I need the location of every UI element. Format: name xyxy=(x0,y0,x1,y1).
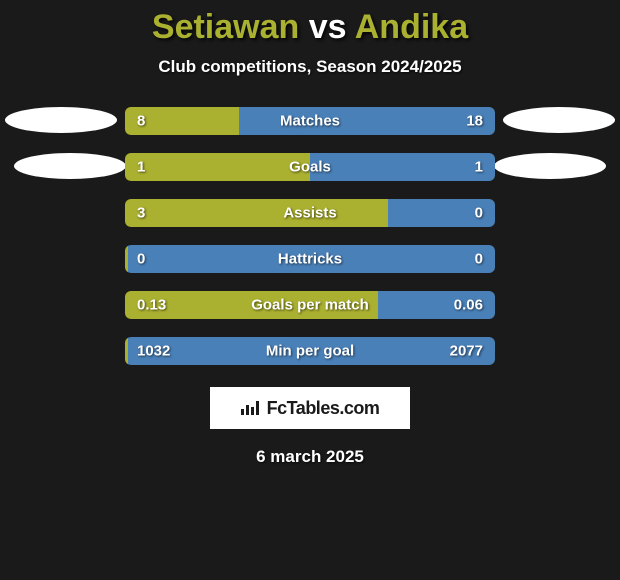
bar-segment-left xyxy=(125,199,388,227)
stat-value-left: 0.13 xyxy=(137,297,166,314)
stat-row-assists: 3 0 Assists xyxy=(125,199,495,227)
chart-area: 8 18 Matches 1 1 Goals 3 0 Assists 0 0 Hattricks 0.1… xyxy=(0,107,620,365)
stat-bars: 8 18 Matches 1 1 Goals 3 0 Assists 0 0 Hattricks 0.1… xyxy=(125,107,495,365)
team-logo-left-2 xyxy=(14,153,126,179)
stat-row-min-per-goal: 1032 2077 Min per goal xyxy=(125,337,495,365)
bar-segment-left xyxy=(125,153,310,181)
player2-name: Andika xyxy=(355,8,468,46)
bar-segment-right xyxy=(239,107,495,135)
player1-name: Setiawan xyxy=(152,8,299,46)
stat-value-left: 8 xyxy=(137,113,145,130)
subtitle: Club competitions, Season 2024/2025 xyxy=(0,57,620,77)
stat-value-right: 18 xyxy=(466,113,483,130)
stat-value-left: 1032 xyxy=(137,343,170,360)
comparison-title: Setiawan vs Andika xyxy=(0,0,620,47)
date-text: 6 march 2025 xyxy=(0,447,620,467)
stat-value-right: 0 xyxy=(475,251,483,268)
stat-row-goals-per-match: 0.13 0.06 Goals per match xyxy=(125,291,495,319)
stat-value-right: 2077 xyxy=(450,343,483,360)
brand-text: FcTables.com xyxy=(267,398,380,419)
stat-row-goals: 1 1 Goals xyxy=(125,153,495,181)
stat-label: Hattricks xyxy=(278,251,342,268)
stat-value-right: 0 xyxy=(475,205,483,222)
stat-label: Goals per match xyxy=(251,297,369,314)
stat-label: Assists xyxy=(283,205,336,222)
stat-label: Min per goal xyxy=(266,343,354,360)
stat-label: Goals xyxy=(289,159,331,176)
bar-segment-right xyxy=(310,153,495,181)
brand-chart-icon xyxy=(241,401,259,415)
stat-row-matches: 8 18 Matches xyxy=(125,107,495,135)
stat-label: Matches xyxy=(280,113,340,130)
brand-box: FcTables.com xyxy=(210,387,410,429)
stat-value-left: 0 xyxy=(137,251,145,268)
vs-text: vs xyxy=(309,8,347,46)
stat-value-left: 3 xyxy=(137,205,145,222)
stat-value-right: 1 xyxy=(475,159,483,176)
team-logo-right-2 xyxy=(494,153,606,179)
team-logo-right-1 xyxy=(503,107,615,133)
team-logo-left-1 xyxy=(5,107,117,133)
stat-row-hattricks: 0 0 Hattricks xyxy=(125,245,495,273)
stat-value-left: 1 xyxy=(137,159,145,176)
stat-value-right: 0.06 xyxy=(454,297,483,314)
